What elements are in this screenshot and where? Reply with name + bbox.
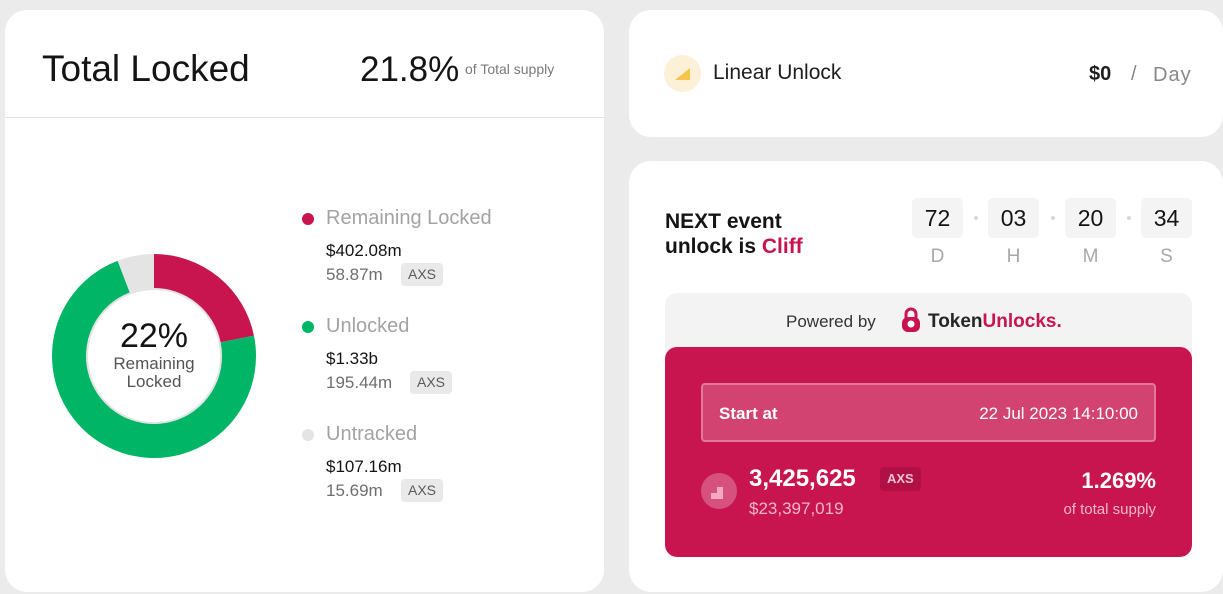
next-event-card: NEXT event unlock is Cliff 72 D 03 H 20 … <box>629 161 1223 592</box>
unlock-usd-value: $23,397,019 <box>749 499 844 518</box>
total-locked-percent: 21.8% <box>360 50 460 89</box>
start-at-date: 22 Jul 2023 14:10:00 <box>979 404 1138 423</box>
powered-by-row[interactable]: Powered by TokenUnlocks. <box>665 293 1192 347</box>
legend-dot-unlocked <box>302 321 314 333</box>
next-event-line1: NEXT event <box>665 210 782 233</box>
legend-token-amount: 15.69m <box>326 481 383 500</box>
triangle-ramp-icon <box>664 55 701 92</box>
brand-part1: Token <box>928 311 983 332</box>
legend-usd-value: $107.16m <box>326 457 402 476</box>
countdown-days: 72 <box>912 198 963 238</box>
powered-by-label: Powered by <box>786 312 876 331</box>
brand-part2: Unlocks. <box>982 311 1062 332</box>
countdown-hours: 03 <box>988 198 1039 238</box>
donut-segment-remaining-locked[interactable] <box>153 254 254 344</box>
tokenunlocks-logo-icon <box>902 307 920 332</box>
donut-svg <box>52 254 256 458</box>
legend-item-remaining-locked: Remaining Locked $402.08m 58.87m AXS <box>302 207 562 286</box>
legend-name: Remaining Locked <box>326 207 492 229</box>
legend-usd-value: $1.33b <box>326 349 378 368</box>
linear-unlock-separator: / <box>1131 63 1137 85</box>
donut-inner-ring <box>86 288 222 424</box>
next-event-heading: NEXT event unlock is Cliff <box>665 209 803 259</box>
countdown-separator <box>974 216 978 220</box>
legend-usd-value: $402.08m <box>326 241 402 260</box>
unlock-detail-panel: Start at 22 Jul 2023 14:10:00 3,425,625 … <box>665 347 1192 557</box>
countdown-seconds: 34 <box>1141 198 1192 238</box>
legend-dot-untracked <box>302 429 314 441</box>
token-badge: AXS <box>401 479 444 502</box>
legend-item-unlocked: Unlocked $1.33b 195.44m AXS <box>302 315 562 394</box>
donut-center-value: 22% <box>119 317 189 355</box>
next-event-line2: unlock is Cliff <box>665 234 803 259</box>
token-badge: AXS <box>410 371 453 394</box>
legend-token-amount: 195.44m <box>326 373 393 392</box>
countdown-separator <box>1051 216 1055 220</box>
countdown-seconds-unit: S <box>1160 246 1173 267</box>
linear-unlock-label: Linear Unlock <box>713 61 842 84</box>
cliff-steps-icon <box>701 473 737 509</box>
countdown-minutes-unit: M <box>1082 246 1099 267</box>
unlock-token-badge: AXS <box>880 467 921 491</box>
countdown-hours-unit: H <box>1006 246 1021 267</box>
tokenunlocks-brand: TokenUnlocks. <box>928 311 1062 333</box>
locked-donut-chart: 22% Remaining Locked <box>51 253 257 459</box>
total-locked-card: Total Locked 21.8% of Total supply 22% R… <box>5 10 604 592</box>
donut-center-label-line1: Remaining <box>113 354 195 373</box>
unlock-token-amount: 3,425,625 <box>749 465 856 492</box>
donut-center: 22% Remaining Locked <box>51 253 257 459</box>
linear-unlock-card: Linear Unlock $0 / Day <box>629 10 1223 137</box>
token-badge: AXS <box>401 263 444 286</box>
next-event-line2-prefix: unlock is <box>665 235 762 258</box>
total-locked-header: Total Locked 21.8% of Total supply <box>5 10 604 118</box>
legend-dot-remaining-locked <box>302 213 314 225</box>
donut-segment-untracked[interactable] <box>117 254 155 293</box>
countdown-days-unit: D <box>930 246 945 267</box>
donut-center-label: Remaining Locked <box>51 355 257 391</box>
tokenunlocks-panel: Powered by TokenUnlocks. Start at 22 Jul… <box>665 293 1192 557</box>
start-at-box: Start at 22 Jul 2023 14:10:00 <box>701 383 1156 442</box>
next-event-type: Cliff <box>761 235 803 258</box>
legend-name: Untracked <box>326 423 418 445</box>
unlock-supply-label: of total supply <box>1063 501 1156 518</box>
linear-unlock-unit: Day <box>1153 64 1192 86</box>
start-at-label: Start at <box>719 404 778 423</box>
unlock-supply-percent: 1.269% <box>1081 468 1156 493</box>
donut-center-label-line2: Locked <box>126 372 182 391</box>
legend-token-amount: 58.87m <box>326 265 383 284</box>
total-locked-percent-caption: of Total supply <box>465 61 555 77</box>
total-locked-title: Total Locked <box>42 48 250 89</box>
legend-name: Unlocked <box>326 315 410 337</box>
legend-item-untracked: Untracked $107.16m 15.69m AXS <box>302 423 562 502</box>
linear-unlock-value: $0 <box>1089 63 1112 85</box>
donut-segment-unlocked[interactable] <box>52 260 256 458</box>
countdown-minutes: 20 <box>1065 198 1116 238</box>
countdown-separator <box>1127 216 1131 220</box>
